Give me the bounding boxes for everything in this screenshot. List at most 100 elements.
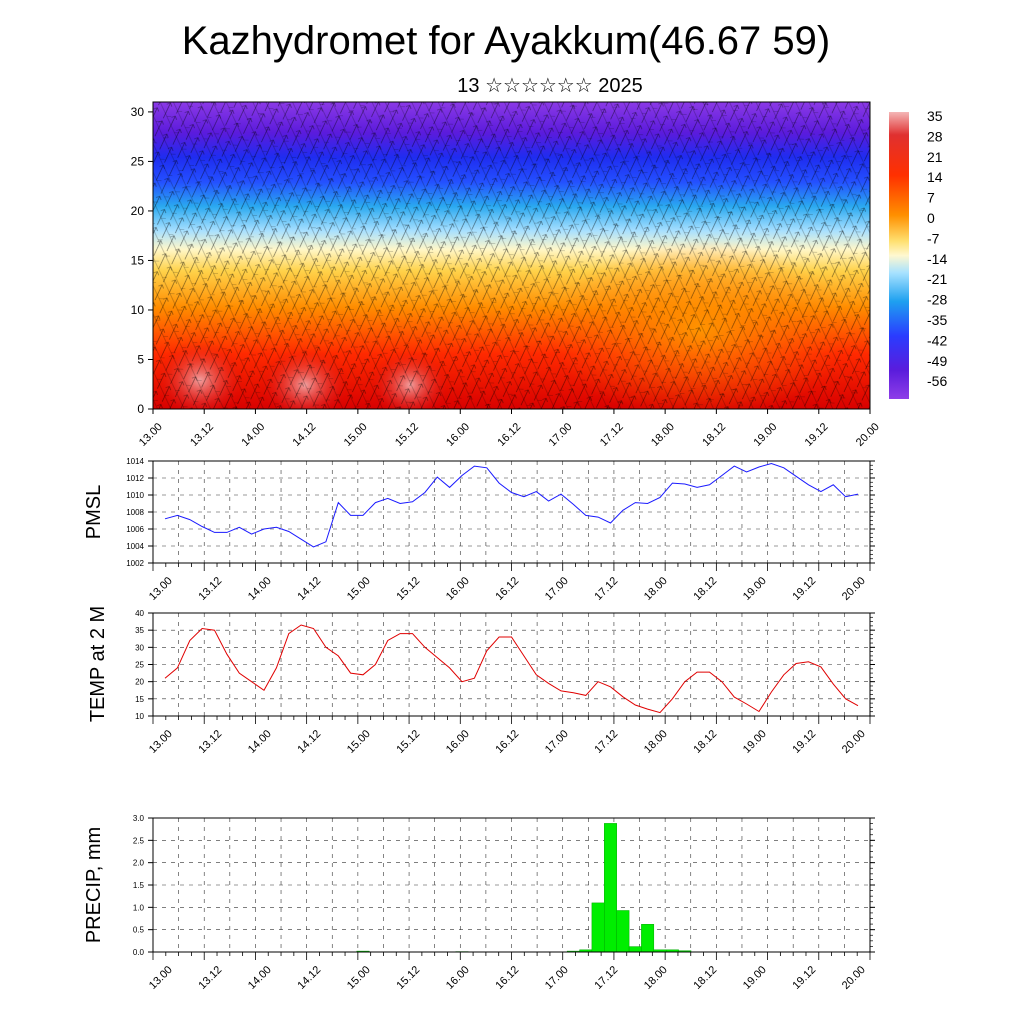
y-tick-label: 25 bbox=[135, 661, 144, 670]
x-tick-label: 18.12 bbox=[691, 575, 719, 603]
temp-grid bbox=[153, 612, 870, 717]
temp-x-axis: 13.00 13.12 14.00 14.12 15.00 15.12 16.00 16.12… bbox=[147, 716, 871, 756]
y-tick-label: 1006 bbox=[126, 525, 144, 534]
x-tick-label: 14.12 bbox=[295, 964, 323, 992]
x-tick-label: 19.00 bbox=[741, 964, 769, 992]
x-tick-label: 19.12 bbox=[790, 575, 818, 603]
pmsl-frame bbox=[152, 460, 871, 564]
colorbar-tick-label: -56 bbox=[927, 373, 947, 389]
precip-bar bbox=[641, 924, 655, 953]
y-tick-label: 1004 bbox=[126, 542, 144, 551]
colorbar: 35 28 21 14 7 0 -7 -14 -21 -28 -35 -42 -49 -56 bbox=[889, 108, 947, 399]
x-tick-label: 13.12 bbox=[196, 964, 224, 992]
temp-y-axis: 10 15 20 25 30 35 40 bbox=[135, 609, 875, 721]
x-tick-label: 15.12 bbox=[394, 728, 422, 756]
temp-axis-label: TEMP at 2 M bbox=[87, 606, 109, 722]
precip-x-axis: 13.00 13.12 14.00 14.12 15.00 15.12 16.00 16.12… bbox=[147, 952, 871, 992]
x-tick-label: 13.12 bbox=[188, 421, 216, 449]
y-tick-label: 10 bbox=[135, 712, 144, 721]
x-tick-label: 19.12 bbox=[803, 421, 831, 449]
x-tick-label: 18.00 bbox=[649, 421, 677, 449]
x-tick-label: 13.12 bbox=[196, 728, 224, 756]
x-tick-label: 20.00 bbox=[840, 964, 868, 992]
x-tick-label: 14.00 bbox=[246, 964, 274, 992]
x-tick-label: 14.00 bbox=[246, 728, 274, 756]
x-tick-label: 17.12 bbox=[592, 728, 620, 756]
heatmap-y-axis: 0 5 10 15 20 25 30 bbox=[131, 105, 153, 416]
colorbar-tick-label: 35 bbox=[927, 108, 943, 124]
y-tick-label: 1.0 bbox=[133, 903, 145, 912]
y-tick-label: 0.0 bbox=[133, 948, 145, 957]
colorbar-tick-label: 14 bbox=[927, 169, 943, 185]
colorbar-labels: 35 28 21 14 7 0 -7 -14 -21 -28 -35 -42 -49 -56 bbox=[927, 108, 947, 389]
x-tick-label: 13.12 bbox=[196, 575, 224, 603]
x-tick-label: 14.00 bbox=[239, 421, 267, 449]
y-tick-label: 1002 bbox=[126, 559, 144, 568]
colorbar-tick-label: -49 bbox=[927, 353, 947, 369]
y-tick-label: 40 bbox=[135, 609, 144, 618]
x-tick-label: 16.12 bbox=[493, 964, 521, 992]
x-tick-label: 18.12 bbox=[691, 964, 719, 992]
x-tick-label: 17.00 bbox=[543, 964, 571, 992]
x-tick-label: 14.12 bbox=[295, 575, 323, 603]
x-tick-label: 17.12 bbox=[592, 964, 620, 992]
y-tick-label: 20 bbox=[131, 204, 145, 218]
y-tick-label: 1012 bbox=[126, 474, 144, 483]
x-tick-label: 19.00 bbox=[741, 728, 769, 756]
x-tick-label: 13.00 bbox=[147, 964, 175, 992]
figure-subtitle: 13 ☆☆☆☆☆☆ 2025 bbox=[457, 75, 642, 97]
x-tick-label: 16.00 bbox=[444, 421, 472, 449]
x-tick-label: 14.00 bbox=[246, 575, 274, 603]
precip-bars bbox=[356, 823, 692, 953]
colorbar-tick-label: -14 bbox=[927, 251, 947, 267]
colorbar-tick-label: -7 bbox=[927, 230, 940, 246]
precip-bar bbox=[591, 902, 605, 953]
x-tick-label: 18.00 bbox=[642, 575, 670, 603]
x-tick-label: 19.00 bbox=[741, 575, 769, 603]
cross-section-heatmap: 0 5 10 15 20 25 30 13.00 13.12 14.00 14.12 15.00 15… bbox=[131, 101, 882, 449]
y-tick-label: 15 bbox=[131, 253, 145, 267]
wind-barb-layer bbox=[153, 102, 870, 409]
x-tick-label: 17.12 bbox=[592, 575, 620, 603]
y-tick-label: 2.0 bbox=[133, 859, 145, 868]
pmsl-grid bbox=[153, 460, 870, 564]
y-tick-label: 25 bbox=[131, 154, 145, 168]
x-tick-label: 19.00 bbox=[751, 421, 779, 449]
colorbar-tick-label: 21 bbox=[927, 149, 943, 165]
x-tick-label: 15.00 bbox=[345, 575, 373, 603]
temp-frame bbox=[152, 612, 871, 717]
colorbar-tick-label: 0 bbox=[927, 210, 935, 226]
x-tick-label: 17.00 bbox=[543, 575, 571, 603]
figure-title: Kazhydromet for Ayakkum(46.67 59) bbox=[182, 19, 830, 63]
y-tick-label: 2.5 bbox=[133, 836, 145, 845]
y-tick-label: 0 bbox=[137, 402, 144, 416]
x-tick-label: 16.00 bbox=[444, 964, 472, 992]
x-tick-label: 18.12 bbox=[691, 728, 719, 756]
y-tick-label: 0.5 bbox=[133, 926, 145, 935]
x-tick-label: 15.00 bbox=[345, 964, 373, 992]
pmsl-x-axis: 13.00 13.12 14.00 14.12 15.00 15.12 16.00 16.12… bbox=[147, 563, 871, 603]
y-tick-label: 35 bbox=[135, 626, 144, 635]
precip-bar bbox=[604, 823, 617, 953]
colorbar-tick-label: -21 bbox=[927, 271, 947, 287]
x-tick-label: 13.00 bbox=[147, 575, 175, 603]
x-tick-label: 15.12 bbox=[394, 575, 422, 603]
y-tick-label: 3.0 bbox=[133, 814, 145, 823]
x-tick-label: 16.12 bbox=[493, 728, 521, 756]
pmsl-line bbox=[164, 462, 859, 548]
pmsl-y-axis: 1002 1004 1006 1008 1010 1012 1014 bbox=[126, 457, 875, 568]
x-tick-label: 13.00 bbox=[137, 421, 165, 449]
precip-bar bbox=[616, 910, 630, 953]
x-tick-label: 20.00 bbox=[840, 575, 868, 603]
x-tick-label: 16.12 bbox=[493, 575, 521, 603]
y-tick-label: 1.5 bbox=[133, 881, 145, 890]
x-tick-label: 17.00 bbox=[543, 728, 571, 756]
precip-bar bbox=[628, 946, 642, 953]
colorbar-tick-label: -42 bbox=[927, 332, 947, 348]
precip-panel: 0.0 0.5 1.0 1.5 2.0 2.5 3.0 13.00 13.12 14.00 14.… bbox=[83, 814, 875, 992]
precip-y-axis: 0.0 0.5 1.0 1.5 2.0 2.5 3.0 bbox=[133, 814, 875, 957]
precip-grid bbox=[153, 817, 870, 953]
y-tick-label: 5 bbox=[137, 352, 144, 366]
y-tick-label: 30 bbox=[135, 643, 144, 652]
